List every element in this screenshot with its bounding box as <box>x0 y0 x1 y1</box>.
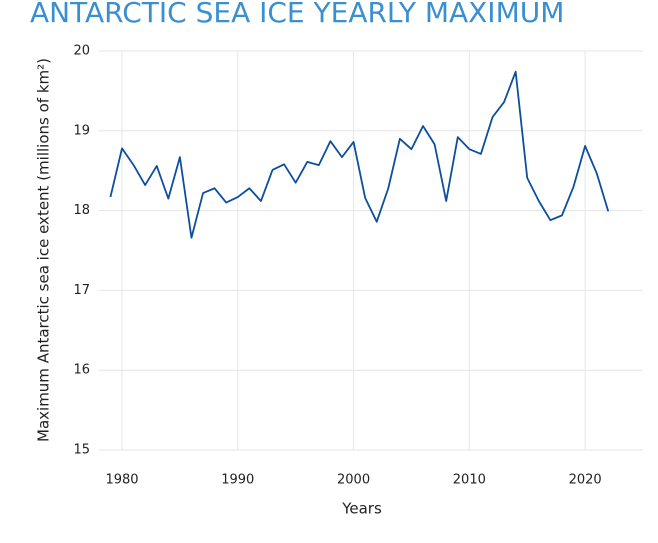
y-tick-label: 18 <box>73 203 90 218</box>
x-tick-label: 2020 <box>569 473 602 488</box>
chart-title: ANTARCTIC SEA ICE YEARLY MAXIMUM <box>30 0 564 29</box>
x-axis-title: Years <box>341 500 382 518</box>
x-tick-label: 2010 <box>453 473 486 488</box>
y-tick-label: 19 <box>73 123 90 138</box>
y-tick-label: 20 <box>73 44 90 59</box>
y-tick-label: 17 <box>73 283 90 298</box>
y-tick-label: 15 <box>73 443 90 458</box>
x-tick-label: 1990 <box>221 473 254 488</box>
x-tick-label: 2000 <box>337 473 370 488</box>
y-axis-title: Maximum Antarctic sea ice extent (millio… <box>35 58 53 442</box>
data-line <box>109 70 610 239</box>
y-tick-label: 16 <box>73 363 90 378</box>
x-tick-label: 1980 <box>105 473 138 488</box>
